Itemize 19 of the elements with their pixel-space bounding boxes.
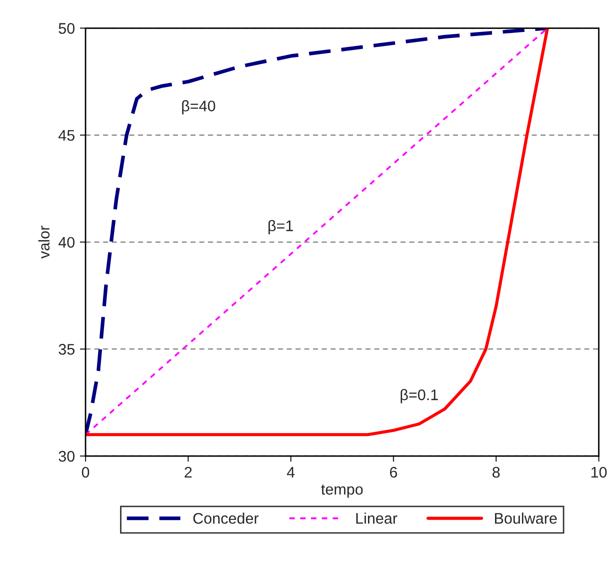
x-tick-label: 4 — [286, 467, 295, 478]
x-axis-title: tempo — [321, 484, 363, 498]
legend-label: Conceder — [193, 512, 259, 524]
x-tick-label: 6 — [390, 466, 398, 478]
y-tick-label: 40 — [58, 236, 75, 248]
x-tick-label: 2 — [184, 466, 192, 478]
y-tick-label: 45 — [58, 130, 74, 141]
annotation: β=40 — [182, 100, 216, 114]
x-tick-label: 8 — [492, 466, 500, 478]
y-tick-label: 50 — [58, 23, 75, 34]
legend-label: Linear — [356, 512, 398, 524]
annotation: β=1 — [268, 220, 293, 234]
y-tick-label: 30 — [58, 450, 75, 462]
legend-label: Boulware — [495, 512, 557, 524]
annotation: β=0.1 — [400, 389, 438, 404]
x-tick-label: 0 — [82, 466, 90, 478]
y-axis-title: valor — [38, 226, 50, 259]
y-tick-label: 35 — [58, 344, 74, 355]
x-tick-label: 10 — [591, 466, 607, 478]
